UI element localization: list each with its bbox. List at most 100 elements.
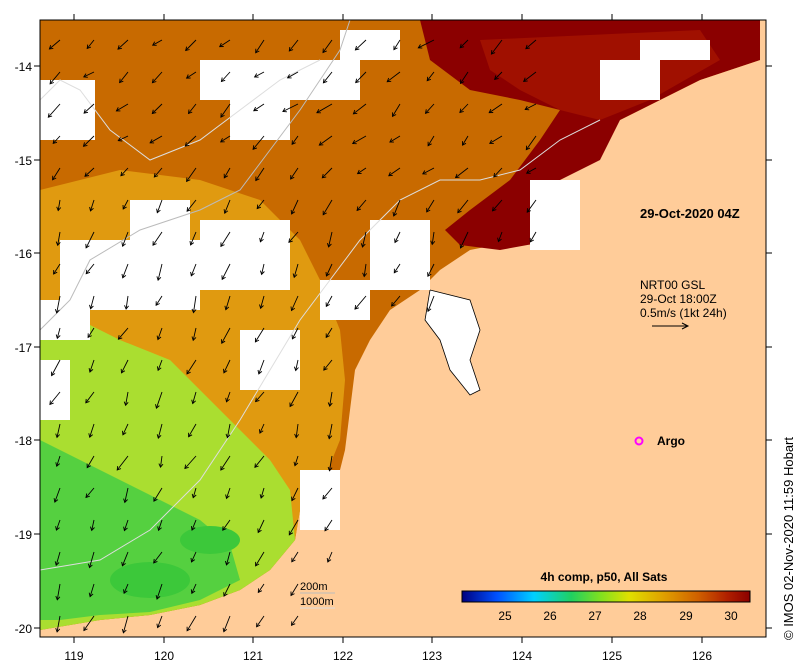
lat-tick-label: -18 (15, 434, 33, 448)
current-vector (393, 39, 401, 50)
current-vector-head (258, 429, 264, 434)
current-vector (83, 103, 95, 114)
current-vector (190, 263, 197, 276)
current-vector-head (153, 558, 158, 564)
current-vector (157, 359, 163, 371)
current-vector-head (223, 173, 229, 179)
current-scale-arrowhead (681, 322, 690, 330)
current-vector-head (188, 432, 193, 438)
current-vector-head (322, 48, 327, 54)
current-vector (422, 167, 435, 175)
current-vector (188, 423, 197, 437)
current-vector (357, 167, 367, 174)
current-vector (223, 167, 231, 179)
current-vector-head (156, 623, 162, 629)
current-time-label: 29-Oct 18:00Z (640, 292, 717, 306)
current-vector-head (53, 498, 59, 503)
current-vector (427, 263, 435, 277)
current-vector (252, 135, 265, 150)
current-vector (220, 103, 231, 118)
imos-credit: © IMOS 02-Nov-2020 11:59 Hobart (781, 437, 796, 640)
colorbar-tick: 25 (498, 609, 512, 623)
current-vector (259, 423, 265, 434)
current-vector (155, 295, 163, 306)
current-vector (292, 327, 299, 340)
current-vector (259, 231, 265, 242)
current-vector (83, 135, 95, 147)
current-vector (89, 359, 95, 373)
current-vector-head (289, 402, 294, 408)
current-vector-head (255, 397, 260, 403)
current-vector-head (288, 46, 294, 52)
current-vector-head (327, 466, 333, 472)
current-vector-head (290, 591, 295, 597)
current-vector-head (157, 526, 162, 532)
current-vector-head (253, 73, 259, 78)
current-vector (122, 263, 129, 278)
current-vector-head (491, 206, 497, 212)
current-vector (158, 519, 163, 531)
current-vector-head (89, 526, 95, 532)
current-vector-head (351, 139, 357, 145)
current-vector-head (218, 42, 224, 48)
current-vector (322, 199, 333, 216)
current-vector-head (291, 496, 296, 502)
colorbar-tick: 26 (543, 609, 557, 623)
current-vector-head (220, 242, 225, 248)
current-vector-head (185, 46, 190, 52)
current-legend: NRT00 GSL 29-Oct 18:00Z 0.5m/s (1kt 24h) (640, 278, 727, 330)
current-vector-head (354, 45, 360, 51)
current-vector (294, 455, 299, 466)
current-vector-head (356, 169, 362, 175)
current-vector-head (221, 339, 226, 344)
current-vector-head (88, 433, 93, 439)
current-vector (254, 71, 265, 78)
current-vector-head (254, 463, 259, 468)
current-vector-head (155, 594, 161, 600)
current-vector-head (52, 175, 57, 181)
current-vector-head (362, 272, 368, 278)
current-vector-head (55, 627, 61, 633)
current-vector-head (83, 73, 88, 78)
current-vector (291, 295, 299, 311)
current-vector (85, 263, 95, 274)
current-vector-head (288, 238, 293, 243)
current-vector (525, 135, 537, 150)
current-vector (153, 487, 163, 502)
current-vector (256, 615, 265, 628)
current-vector (322, 39, 333, 53)
current-vector-head (255, 561, 260, 567)
current-vector-head (293, 461, 299, 467)
current-vector-head (462, 141, 467, 146)
current-vector-head (253, 106, 258, 112)
current-vector-head (54, 561, 60, 567)
contour-200m-label: 200m (300, 581, 328, 593)
current-vector-head (56, 206, 62, 212)
current-vector (89, 551, 95, 568)
current-vector (255, 327, 265, 343)
current-vector (226, 391, 231, 402)
current-vector (157, 615, 163, 628)
current-vector (116, 455, 129, 471)
current-vector-head (55, 595, 61, 601)
current-vector (260, 295, 265, 309)
current-vector-head (529, 237, 535, 243)
current-vector (57, 199, 61, 211)
current-vector-head (354, 305, 359, 310)
current-vector-head (393, 45, 398, 51)
current-vector (289, 391, 299, 407)
current-vector-head (290, 306, 296, 312)
current-vector-head (257, 588, 263, 594)
current-vector (120, 167, 129, 177)
current-vector (426, 199, 435, 213)
lon-tick-label: 126 (692, 649, 712, 663)
current-vector-head (54, 308, 60, 314)
current-vector (86, 39, 95, 49)
lat-tick-label: -14 (15, 60, 33, 74)
current-vector-head (47, 113, 53, 118)
current-vector (354, 295, 367, 310)
current-vector-head (85, 243, 90, 249)
current-vector (192, 327, 197, 341)
lat-tick-label: -19 (15, 528, 33, 542)
current-vector (160, 455, 163, 468)
